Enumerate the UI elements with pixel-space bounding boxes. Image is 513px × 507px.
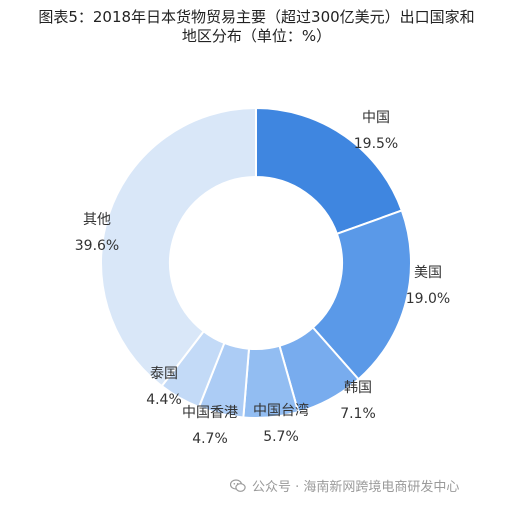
chart-title-line-1: 图表5：2018年日本货物贸易主要（超过300亿美元）出口国家和 xyxy=(38,8,475,26)
wechat-icon xyxy=(230,478,246,492)
watermark-text: 公众号 · 海南新网跨境电商研发中心 xyxy=(252,480,460,495)
donut-labels: 中国 19.5% 美国 19.0% 韩国 7.1% 中国台湾 5.7% 中国香港 4.7% 泰国 4.… xyxy=(75,110,450,447)
slice-label-value-5: 4.4% xyxy=(146,392,182,408)
slice-label-name-5: 泰国 xyxy=(150,366,178,382)
watermark: 公众号 · 海南新网跨境电商研发中心 xyxy=(230,476,459,495)
slice-label-value-0: 19.5% xyxy=(354,136,398,152)
slice-label-value-4: 4.7% xyxy=(192,431,228,447)
slice-0 xyxy=(255,106,404,236)
slice-label-name-4: 中国香港 xyxy=(182,405,238,421)
slice-label-name-6: 其他 xyxy=(83,212,111,228)
chart-title: 图表5：2018年日本货物贸易主要（超过300亿美元）出口国家和 地区分布（单位… xyxy=(0,8,513,46)
slice-label-name-1: 美国 xyxy=(414,265,442,281)
donut-slices xyxy=(100,106,412,419)
slice-label-value-6: 39.6% xyxy=(75,238,119,254)
slice-label-value-2: 7.1% xyxy=(340,406,376,422)
slice-label-value-1: 19.0% xyxy=(406,291,450,307)
slice-label-name-3: 中国台湾 xyxy=(253,402,309,419)
slice-6 xyxy=(100,106,257,388)
slice-label-value-3: 5.7% xyxy=(263,429,299,445)
slice-label-name-0: 中国 xyxy=(362,110,390,126)
chart-title-line-2: 地区分布（单位：%） xyxy=(181,27,332,45)
slice-label-name-2: 韩国 xyxy=(344,380,372,396)
